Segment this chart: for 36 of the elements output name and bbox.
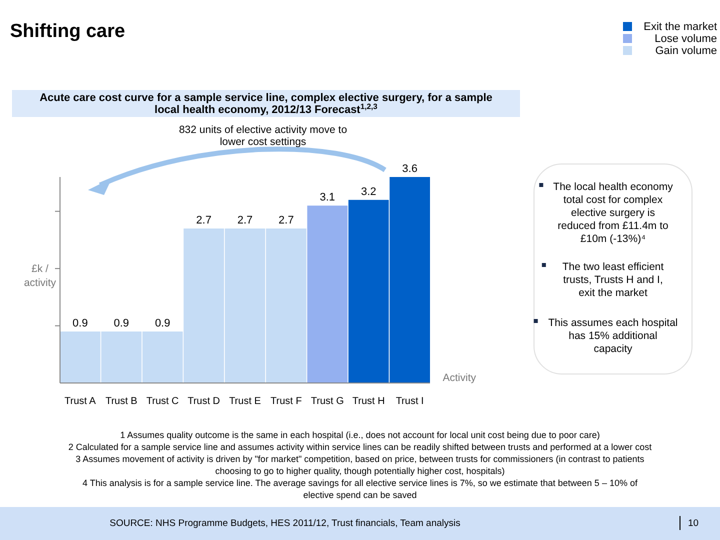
bar <box>307 206 348 383</box>
legend-label: Gain volume <box>655 45 717 57</box>
text: The local health economy total cost for complex elective surgery is reduced from £11.4m to £10m (-13%)⁴ <box>553 181 674 245</box>
data-label: 0.9 <box>72 318 88 330</box>
chart-subtitle: Acute care cost curve for a sample service line, complex elective surgery, for a sample local health economy, 2012/13 Forecast$^{1,2,3}$ <box>40 92 492 116</box>
x-tick-label: Trust I <box>396 396 424 407</box>
text: 1 Assumes quality outcome is the same in each hospital (i.e., does not account for local unit cost being due to poor care) <box>120 430 600 440</box>
data-label: 3.1 <box>320 192 336 204</box>
text: 832 units of elective activity move to lower cost settings <box>178 124 348 148</box>
text: The two least efficient trusts, Trusts H and I, exit the market <box>562 261 664 299</box>
x-tick-label: Trust C <box>146 396 179 407</box>
x-tick-label: Trust F <box>270 396 302 407</box>
legend-label: Lose volume <box>654 33 717 45</box>
data-label: 2.7 <box>237 214 253 226</box>
x-axis-title: Activity <box>442 372 477 384</box>
text: 2 Calculated for a sample service line and assumes activity within service lines can be readily shifted between trusts and performed at a lower cost <box>68 442 652 452</box>
text: This assumes each hospital has 15% additional capacity <box>548 317 678 355</box>
data-label: 2.7 <box>196 214 212 226</box>
text: 10 <box>688 518 699 529</box>
text: 3 Assumes movement of activity is driven by "for market" competition, based on price, between trusts for commissioners (in contrast to patients choosing to go to higher quality, though potentially higher cost, hospitals) <box>76 454 645 476</box>
data-label: 0.9 <box>114 318 130 330</box>
x-tick-label: Trust A <box>64 396 96 407</box>
x-tick-label: Trust H <box>352 396 385 407</box>
x-tick-label: Trust B <box>105 396 138 407</box>
chart-title: Shifting care <box>10 21 126 42</box>
text: 4 This analysis is for a sample service line. The average savings for all elective service lines is 7%, so we estimate that between 5 – 10% of elective spend can be saved <box>82 478 638 500</box>
y-axis-title: £k / activity <box>24 263 57 289</box>
x-tick-label: Trust G <box>310 396 344 407</box>
x-tick-label: Trust E <box>229 396 262 407</box>
data-label: 3.6 <box>402 163 418 175</box>
legend-label: Exit the market <box>644 21 717 33</box>
data-label: 0.9 <box>154 318 170 330</box>
x-tick-label: Trust D <box>188 396 220 407</box>
source-note: SOURCE: NHS Programme Budgets, HES 2011/12, Trust financials, Team analysis <box>110 518 461 529</box>
data-label: 2.7 <box>278 214 294 226</box>
data-label: 3.2 <box>360 186 376 198</box>
